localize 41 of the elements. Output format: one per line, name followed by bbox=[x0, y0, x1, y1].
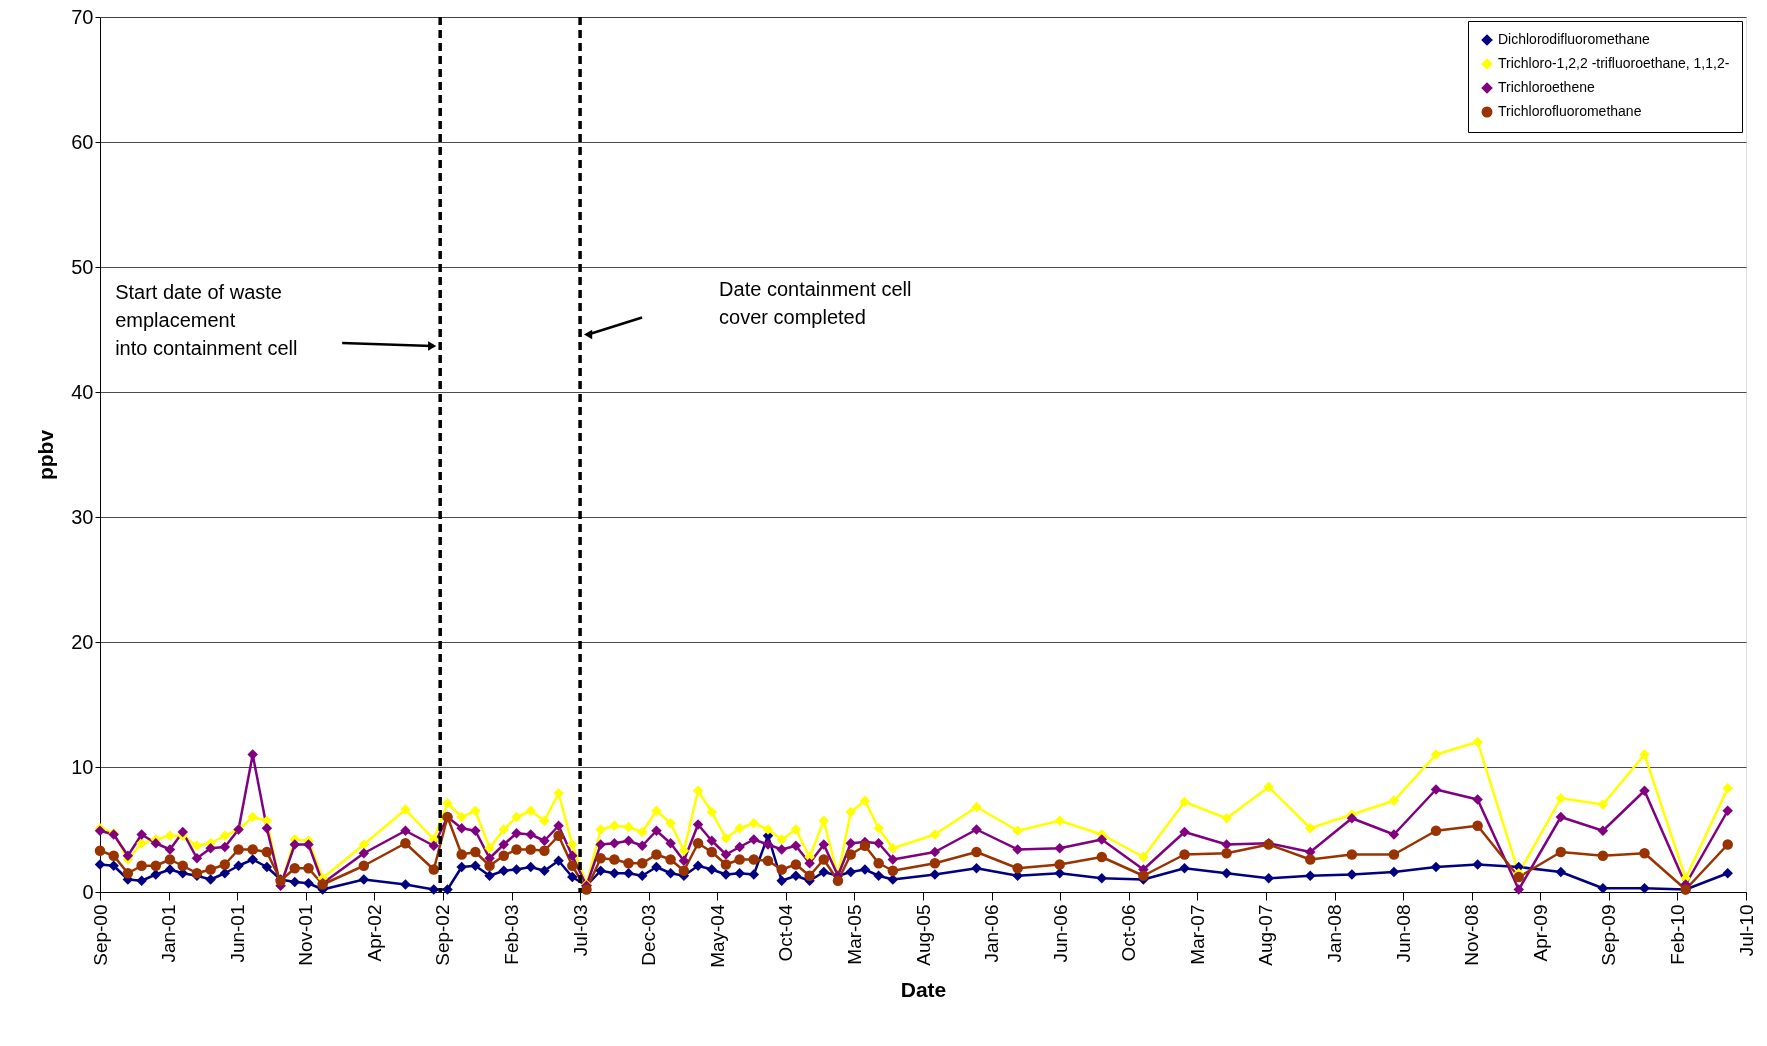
y-tick-label: 40 bbox=[71, 380, 94, 403]
x-tick-label: Oct-06 bbox=[1118, 904, 1140, 962]
x-tick-label: Apr-09 bbox=[1529, 904, 1551, 962]
x-tick-label: Sep-00 bbox=[89, 904, 111, 966]
y-tick-label: 0 bbox=[82, 880, 94, 903]
y-tick-label: 30 bbox=[71, 505, 94, 528]
x-tick-label: Dec-03 bbox=[638, 904, 660, 966]
annotation: Start date of waste emplacement into containment cell bbox=[115, 281, 298, 359]
x-tick-label: Nov-08 bbox=[1461, 904, 1483, 966]
x-tick-label: Jul-03 bbox=[569, 904, 591, 957]
y-tick-label: 60 bbox=[71, 130, 94, 153]
x-tick-label: Jan-01 bbox=[158, 904, 180, 963]
x-tick-label: Jun-06 bbox=[1049, 904, 1071, 963]
x-tick-label: Sep-09 bbox=[1598, 904, 1620, 966]
x-axis-title: Date bbox=[900, 977, 947, 1001]
y-tick-label: 70 bbox=[71, 5, 94, 28]
x-tick-label: Jan-08 bbox=[1324, 904, 1345, 963]
legend-label: Dichlorodifluoromethane bbox=[1498, 31, 1650, 47]
x-tick-label: Feb-10 bbox=[1666, 904, 1688, 965]
x-tick-label: Mar-07 bbox=[1186, 904, 1208, 965]
y-tick-label: 20 bbox=[71, 630, 94, 653]
x-tick-label: Aug-07 bbox=[1255, 904, 1277, 966]
legend-label: Trichlorofluoromethane bbox=[1498, 103, 1642, 119]
x-tick-label: Sep-02 bbox=[432, 904, 454, 966]
x-tick-label: Apr-02 bbox=[363, 904, 385, 962]
legend-label: Trichloroethene bbox=[1498, 79, 1595, 95]
x-tick-label: Jul-10 bbox=[1735, 904, 1757, 957]
x-tick-label: Oct-04 bbox=[775, 904, 797, 962]
legend-label: Trichloro-1,2,2 -trifluoroethane, 1,1,2- bbox=[1498, 55, 1730, 71]
y-tick-label: 10 bbox=[71, 755, 94, 778]
x-tick-label: Aug-05 bbox=[912, 904, 934, 966]
x-tick-label: Nov-01 bbox=[295, 904, 317, 966]
x-tick-label: Mar-05 bbox=[843, 904, 865, 965]
x-tick-label: Jan-06 bbox=[981, 904, 1003, 963]
y-tick-label: 50 bbox=[71, 255, 94, 278]
x-tick-label: Jun-01 bbox=[226, 904, 248, 963]
x-tick-label: May-04 bbox=[706, 904, 728, 968]
y-axis-title: ppbv bbox=[34, 429, 58, 481]
annotation: Date containment cell cover completed bbox=[719, 277, 912, 328]
x-tick-label: Jun-08 bbox=[1392, 904, 1414, 963]
x-tick-label: Feb-03 bbox=[501, 904, 522, 965]
